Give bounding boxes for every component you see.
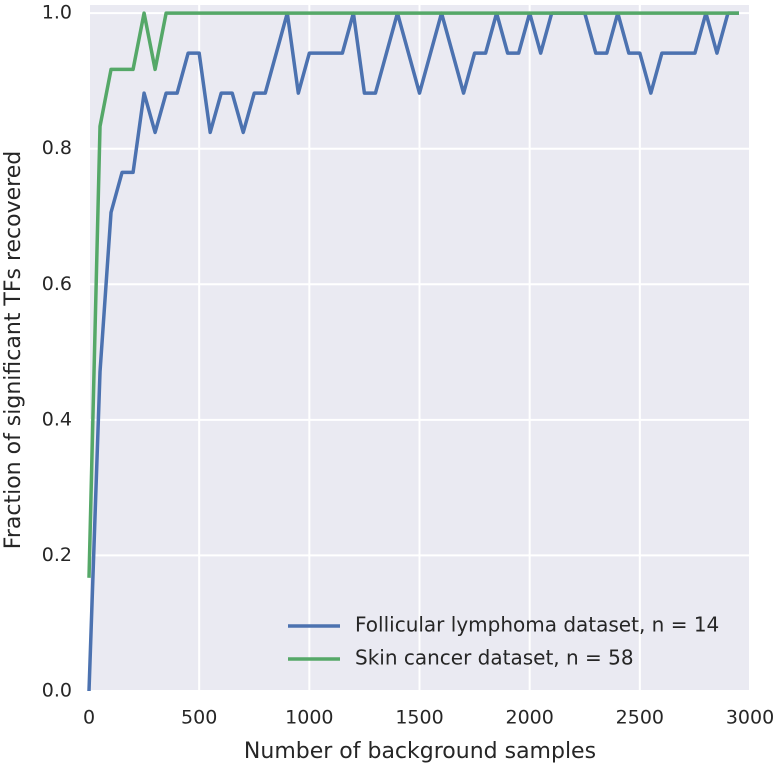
y-axis-label: Fraction of significant TFs recovered [1,151,26,549]
y-tick-label: 0.2 [42,544,72,566]
line-series [87,11,739,578]
x-tick-label: 1000 [285,707,333,729]
x-tick-label: 0 [83,707,95,729]
y-tick-label: 0.8 [42,137,72,159]
x-tick-label: 2500 [616,707,664,729]
x-tick-label: 3000 [726,707,774,729]
x-tick-label: 500 [181,707,217,729]
x-tick-label: 1500 [395,707,443,729]
y-tick-label: 0.0 [42,680,72,702]
line-series [87,11,739,692]
legend-label: Follicular lymphoma dataset, n = 14 [355,613,719,637]
legend-label: Skin cancer dataset, n = 58 [355,646,634,670]
y-tick-label: 1.0 [42,2,72,24]
x-axis-label: Number of background samples [244,739,596,764]
x-tick-label: 2000 [505,707,553,729]
y-tick-label: 0.4 [42,408,72,430]
y-tick-label: 0.6 [42,273,72,295]
